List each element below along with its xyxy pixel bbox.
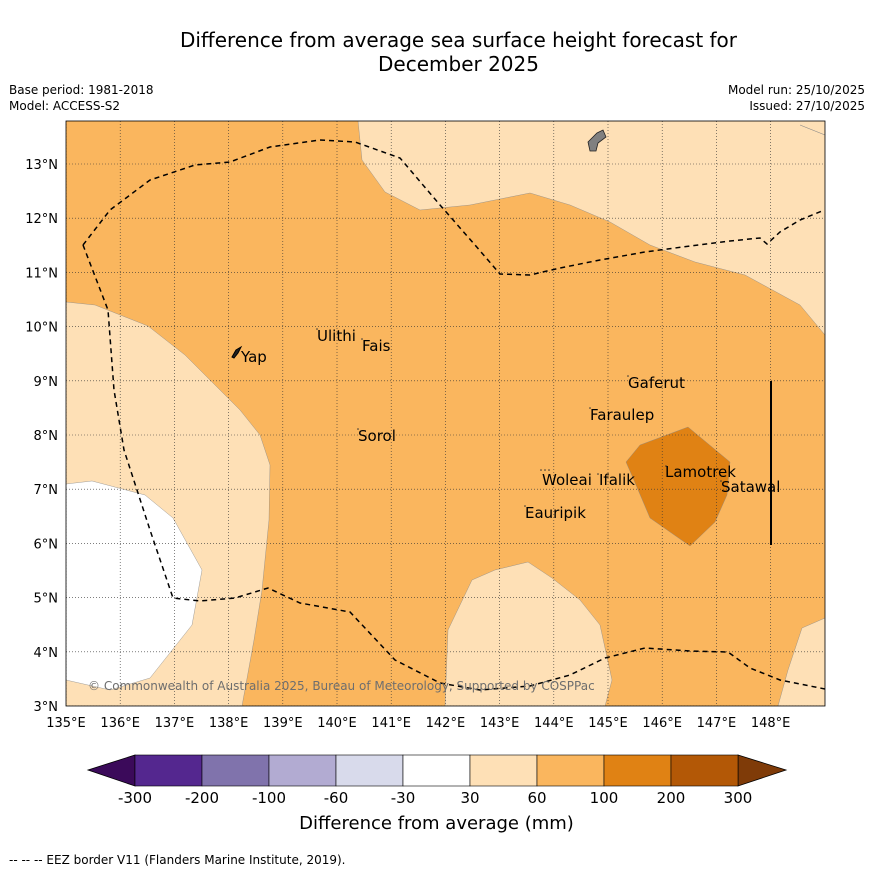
- colorbar-segment: [603, 754, 672, 787]
- meta-right: Model run: 25/10/2025 Issued: 27/10/2025: [728, 82, 865, 114]
- lon-tick-label: 143°E: [480, 716, 520, 731]
- label-ulithi: Ulithi: [317, 327, 356, 345]
- label-yap: Yap: [240, 348, 267, 366]
- lon-tick-label: 138°E: [209, 716, 249, 731]
- colorbar-tick-label: 30: [460, 789, 479, 807]
- label-lamotrek: Lamotrek: [665, 463, 736, 481]
- copyright-text: © Commonwealth of Australia 2025, Bureau…: [88, 679, 595, 693]
- contour-100-200: [625, 426, 731, 547]
- lon-tick-label: 144°E: [534, 716, 574, 731]
- lat-tick-label: 4°N: [34, 646, 59, 661]
- lat-tick-label: 3°N: [34, 700, 59, 715]
- label-faraulep: Faraulep: [590, 406, 654, 424]
- model-run: Model run: 25/10/2025: [727, 83, 865, 97]
- label-eauripik: Eauripik: [525, 504, 586, 522]
- colorbar-segment: [402, 754, 471, 787]
- yap-island: [231, 345, 243, 359]
- colorbar-label: Difference from average (mm): [299, 813, 574, 834]
- base-period: Base period: 1981-2018: [9, 83, 154, 97]
- label-ifalik: Ifalik: [599, 471, 635, 489]
- lat-tick-label: 5°N: [34, 592, 59, 607]
- colorbar-ticks: -300 -200 -100 -60 -30 30 60 100 200 300: [118, 789, 752, 807]
- colorbar-segment: [670, 754, 739, 787]
- lat-tick-label: 12°N: [25, 212, 58, 227]
- chart-title: Difference from average sea surface heig…: [0, 28, 873, 76]
- label-satawal: Satawal: [721, 478, 780, 496]
- lat-tick-label: 7°N: [34, 483, 59, 498]
- lat-tick-label: 6°N: [34, 537, 59, 552]
- lon-tick-label: 135°E: [46, 716, 86, 731]
- colorbar-segments: [134, 754, 739, 787]
- place-labels: Yap Ulithi Fais Sorol Gaferut Faraulep W…: [240, 327, 780, 522]
- lon-tick-label: 145°E: [588, 716, 628, 731]
- lon-tick-label: 139°E: [263, 716, 303, 731]
- eez-border-north: [82, 139, 823, 276]
- colorbar-tick-label: 200: [657, 789, 686, 807]
- lon-tick-label: 141°E: [371, 716, 411, 731]
- colorbar-tick-label: -30: [391, 789, 416, 807]
- colorbar-segment: [201, 754, 270, 787]
- colorbar-extend-low: [86, 754, 136, 787]
- latitude-axis: 3°N 4°N 5°N 6°N 7°N 8°N 9°N 10°N 11°N 12°N 13°N: [25, 158, 58, 715]
- guam-island: [587, 129, 607, 152]
- colorbar-tick-label: -200: [185, 789, 219, 807]
- colorbar-segment: [469, 754, 538, 787]
- footer-note: -- -- -- EEZ border V11 (Flanders Marine…: [9, 853, 346, 867]
- contour-30-60-north: [357, 121, 825, 336]
- longitude-axis: 135°E 136°E 137°E 138°E 139°E 140°E 141°E 142°E…: [46, 716, 790, 731]
- atoll-dots: [316, 328, 722, 507]
- label-fais: Fais: [362, 337, 391, 355]
- map-frame: [65, 120, 826, 707]
- issued-date: Issued: 27/10/2025: [749, 99, 865, 113]
- lon-tick-label: 140°E: [317, 716, 357, 731]
- lon-tick-label: 136°E: [100, 716, 140, 731]
- colorbar-tick-label: -60: [324, 789, 349, 807]
- lon-tick-label: 146°E: [642, 716, 682, 731]
- colorbar-segment: [335, 754, 404, 787]
- contour-30-60-south: [444, 561, 613, 706]
- title-line-1: Difference from average sea surface heig…: [179, 28, 738, 52]
- colorbar-tick-label: -100: [252, 789, 286, 807]
- lon-tick-label: 142°E: [426, 716, 466, 731]
- lat-tick-label: 10°N: [25, 321, 58, 336]
- contour-30-60-southeast: [777, 617, 825, 706]
- lon-tick-label: 137°E: [155, 716, 195, 731]
- label-sorol: Sorol: [358, 427, 396, 445]
- colorbar-tick-label: 60: [527, 789, 546, 807]
- title-line-2: December 2025: [378, 52, 539, 76]
- colorbar-segment: [268, 754, 337, 787]
- lat-tick-label: 9°N: [34, 375, 59, 390]
- colorbar: -300 -200 -100 -60 -30 30 60 100 200 300: [86, 754, 788, 807]
- colorbar-tick-label: 100: [590, 789, 619, 807]
- lon-tick-label: 148°E: [751, 716, 791, 731]
- lat-tick-label: 13°N: [25, 158, 58, 173]
- contour-layer: Yap Ulithi Fais Sorol Gaferut Faraulep W…: [66, 121, 825, 706]
- colorbar-tick-label: -300: [118, 789, 152, 807]
- lat-tick-label: 11°N: [25, 266, 58, 281]
- label-woleai: Woleai: [542, 471, 592, 489]
- lon-tick-label: 147°E: [697, 716, 737, 731]
- gridlines: [66, 121, 825, 706]
- lat-tick-label: 8°N: [34, 429, 59, 444]
- colorbar-tick-label: 300: [724, 789, 753, 807]
- colorbar-segment: [134, 754, 203, 787]
- meta-left: Base period: 1981-2018 Model: ACCESS-S2: [9, 82, 154, 114]
- model-name: Model: ACCESS-S2: [9, 99, 121, 113]
- colorbar-extend-high: [737, 754, 788, 787]
- colorbar-segment: [536, 754, 605, 787]
- eez-border-south: [82, 244, 825, 691]
- contour-neutral-west: [66, 480, 203, 691]
- label-gaferut: Gaferut: [628, 374, 685, 392]
